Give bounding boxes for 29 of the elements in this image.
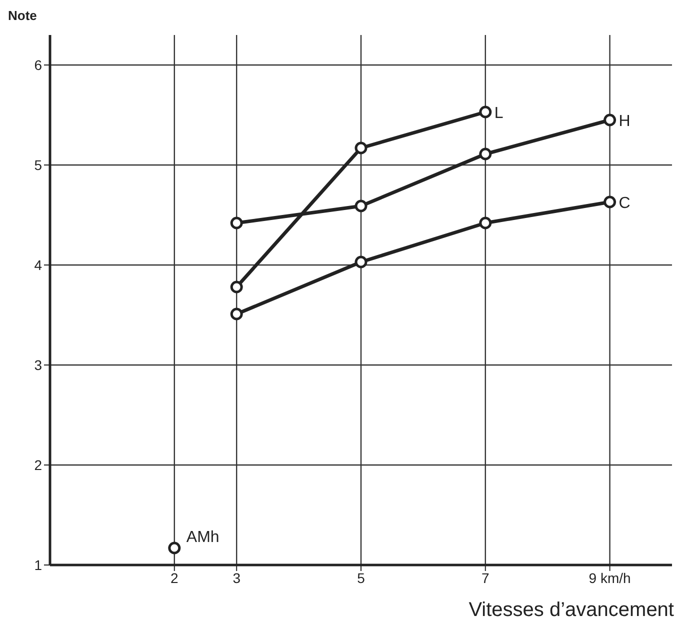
- x-tick-label: 2: [170, 570, 178, 586]
- series-label: C: [618, 195, 630, 212]
- point: [354, 200, 368, 212]
- point: [479, 148, 492, 160]
- y-tick-label: 3: [34, 356, 42, 373]
- point: [230, 308, 243, 320]
- point: [230, 216, 243, 230]
- y-tick-label: 1: [34, 556, 42, 573]
- point: [479, 106, 492, 118]
- point: [354, 256, 368, 268]
- point: [604, 114, 616, 126]
- x-tick-label: 9 km/h: [588, 570, 631, 586]
- y-tick-label: 4: [34, 256, 42, 273]
- y-tick-label: 2: [34, 456, 42, 473]
- series-label: AMh: [186, 529, 220, 546]
- point: [604, 196, 616, 208]
- x-tick-label: 5: [357, 570, 366, 586]
- y-axis-title: Note: [8, 8, 37, 23]
- series-label: H: [618, 113, 630, 130]
- y-tick-label: 6: [34, 56, 42, 73]
- point: [479, 216, 492, 230]
- x-axis-title: Vitesses d’avancement: [468, 599, 674, 622]
- x-tick-label: 3: [232, 570, 241, 586]
- point: [354, 142, 368, 154]
- point: [168, 542, 181, 554]
- x-tick-label: 7: [482, 570, 490, 586]
- y-tick-label: 5: [34, 156, 42, 173]
- series-label: L: [494, 105, 504, 122]
- point: [230, 280, 243, 294]
